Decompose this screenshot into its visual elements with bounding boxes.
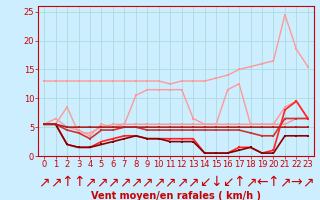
X-axis label: Vent moyen/en rafales ( km/h ): Vent moyen/en rafales ( km/h ) bbox=[91, 191, 261, 200]
